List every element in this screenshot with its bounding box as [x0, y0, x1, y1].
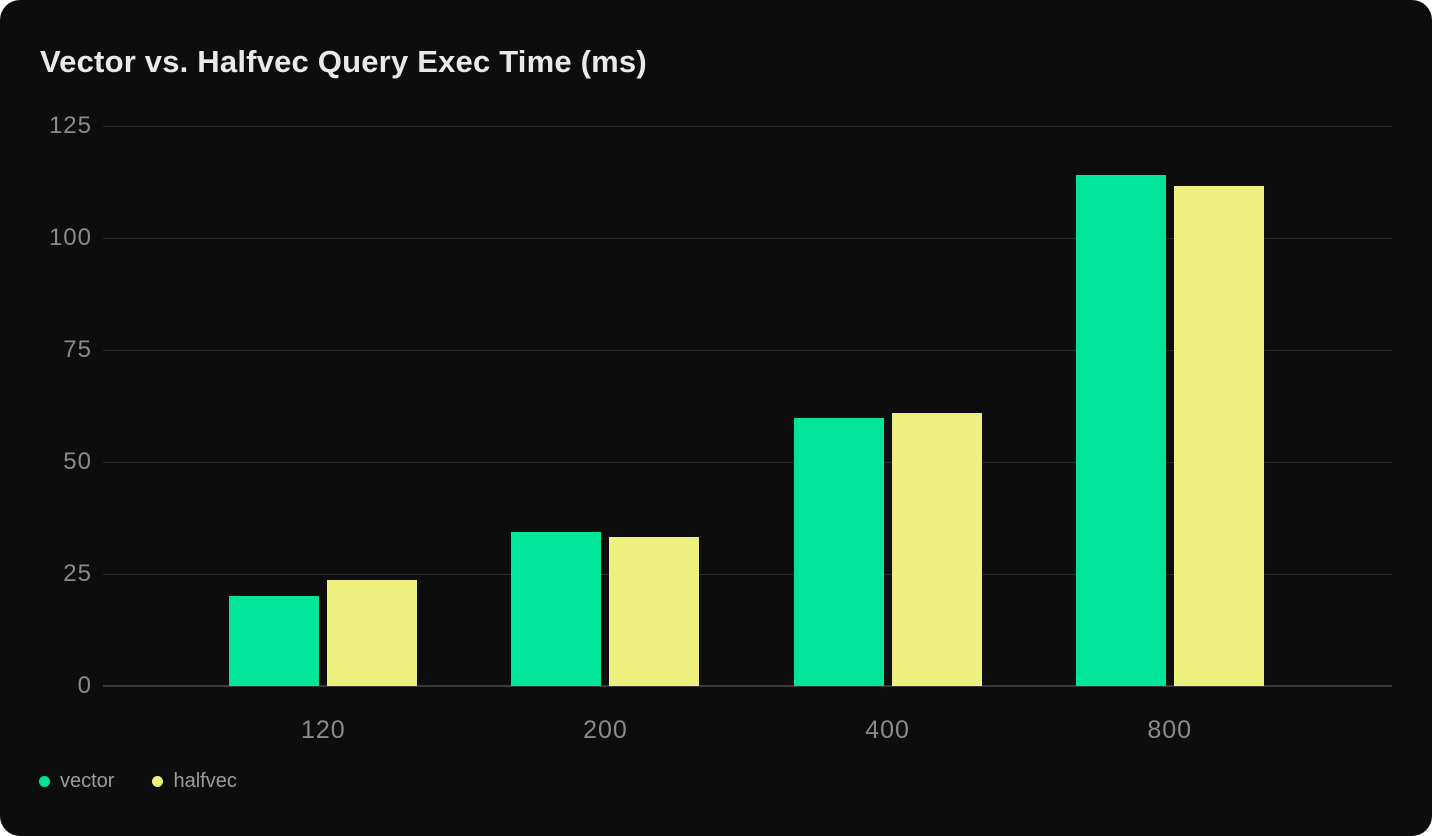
y-axis-tick-125: 125 — [48, 112, 92, 139]
y-axis-tick-100: 100 — [48, 224, 92, 251]
x-axis-tick-800: 800 — [1147, 716, 1193, 744]
bar-vector-800 — [1075, 174, 1166, 686]
gridline-y-75 — [103, 350, 1392, 351]
gridline-y-125 — [103, 126, 1392, 127]
legend-dot-vector — [39, 776, 50, 787]
bar-vector-200 — [511, 532, 602, 686]
gridline-y-50 — [103, 462, 1392, 463]
legend-label-vector: vector — [60, 770, 115, 792]
bar-vector-120 — [229, 596, 320, 686]
legend-item-vector[interactable]: vector — [39, 770, 114, 793]
bar-vector-400 — [793, 417, 884, 686]
y-axis-tick-75: 75 — [63, 336, 92, 363]
x-axis-line — [103, 685, 1392, 687]
bar-halfvec-200 — [609, 536, 700, 686]
bar-halfvec-400 — [891, 413, 982, 686]
y-axis-tick-50: 50 — [63, 448, 92, 475]
x-axis-tick-120: 120 — [300, 716, 346, 744]
legend-item-halfvec[interactable]: halfvec — [152, 770, 237, 793]
legend: vector halfvec — [39, 770, 237, 793]
legend-dot-halfvec — [152, 776, 164, 787]
bar-halfvec-800 — [1173, 186, 1264, 686]
gridline-y-100 — [103, 238, 1392, 239]
y-axis-tick-0: 0 — [77, 672, 92, 699]
legend-label-halfvec: halfvec — [173, 770, 237, 792]
gridline-y-25 — [103, 574, 1392, 575]
x-axis-tick-200: 200 — [583, 716, 628, 744]
y-axis-tick-25: 25 — [63, 560, 92, 587]
chart-title: Vector vs. Halfvec Query Exec Time (ms) — [40, 44, 647, 79]
x-axis-tick-400: 400 — [865, 716, 910, 744]
bar-halfvec-120 — [327, 580, 418, 686]
